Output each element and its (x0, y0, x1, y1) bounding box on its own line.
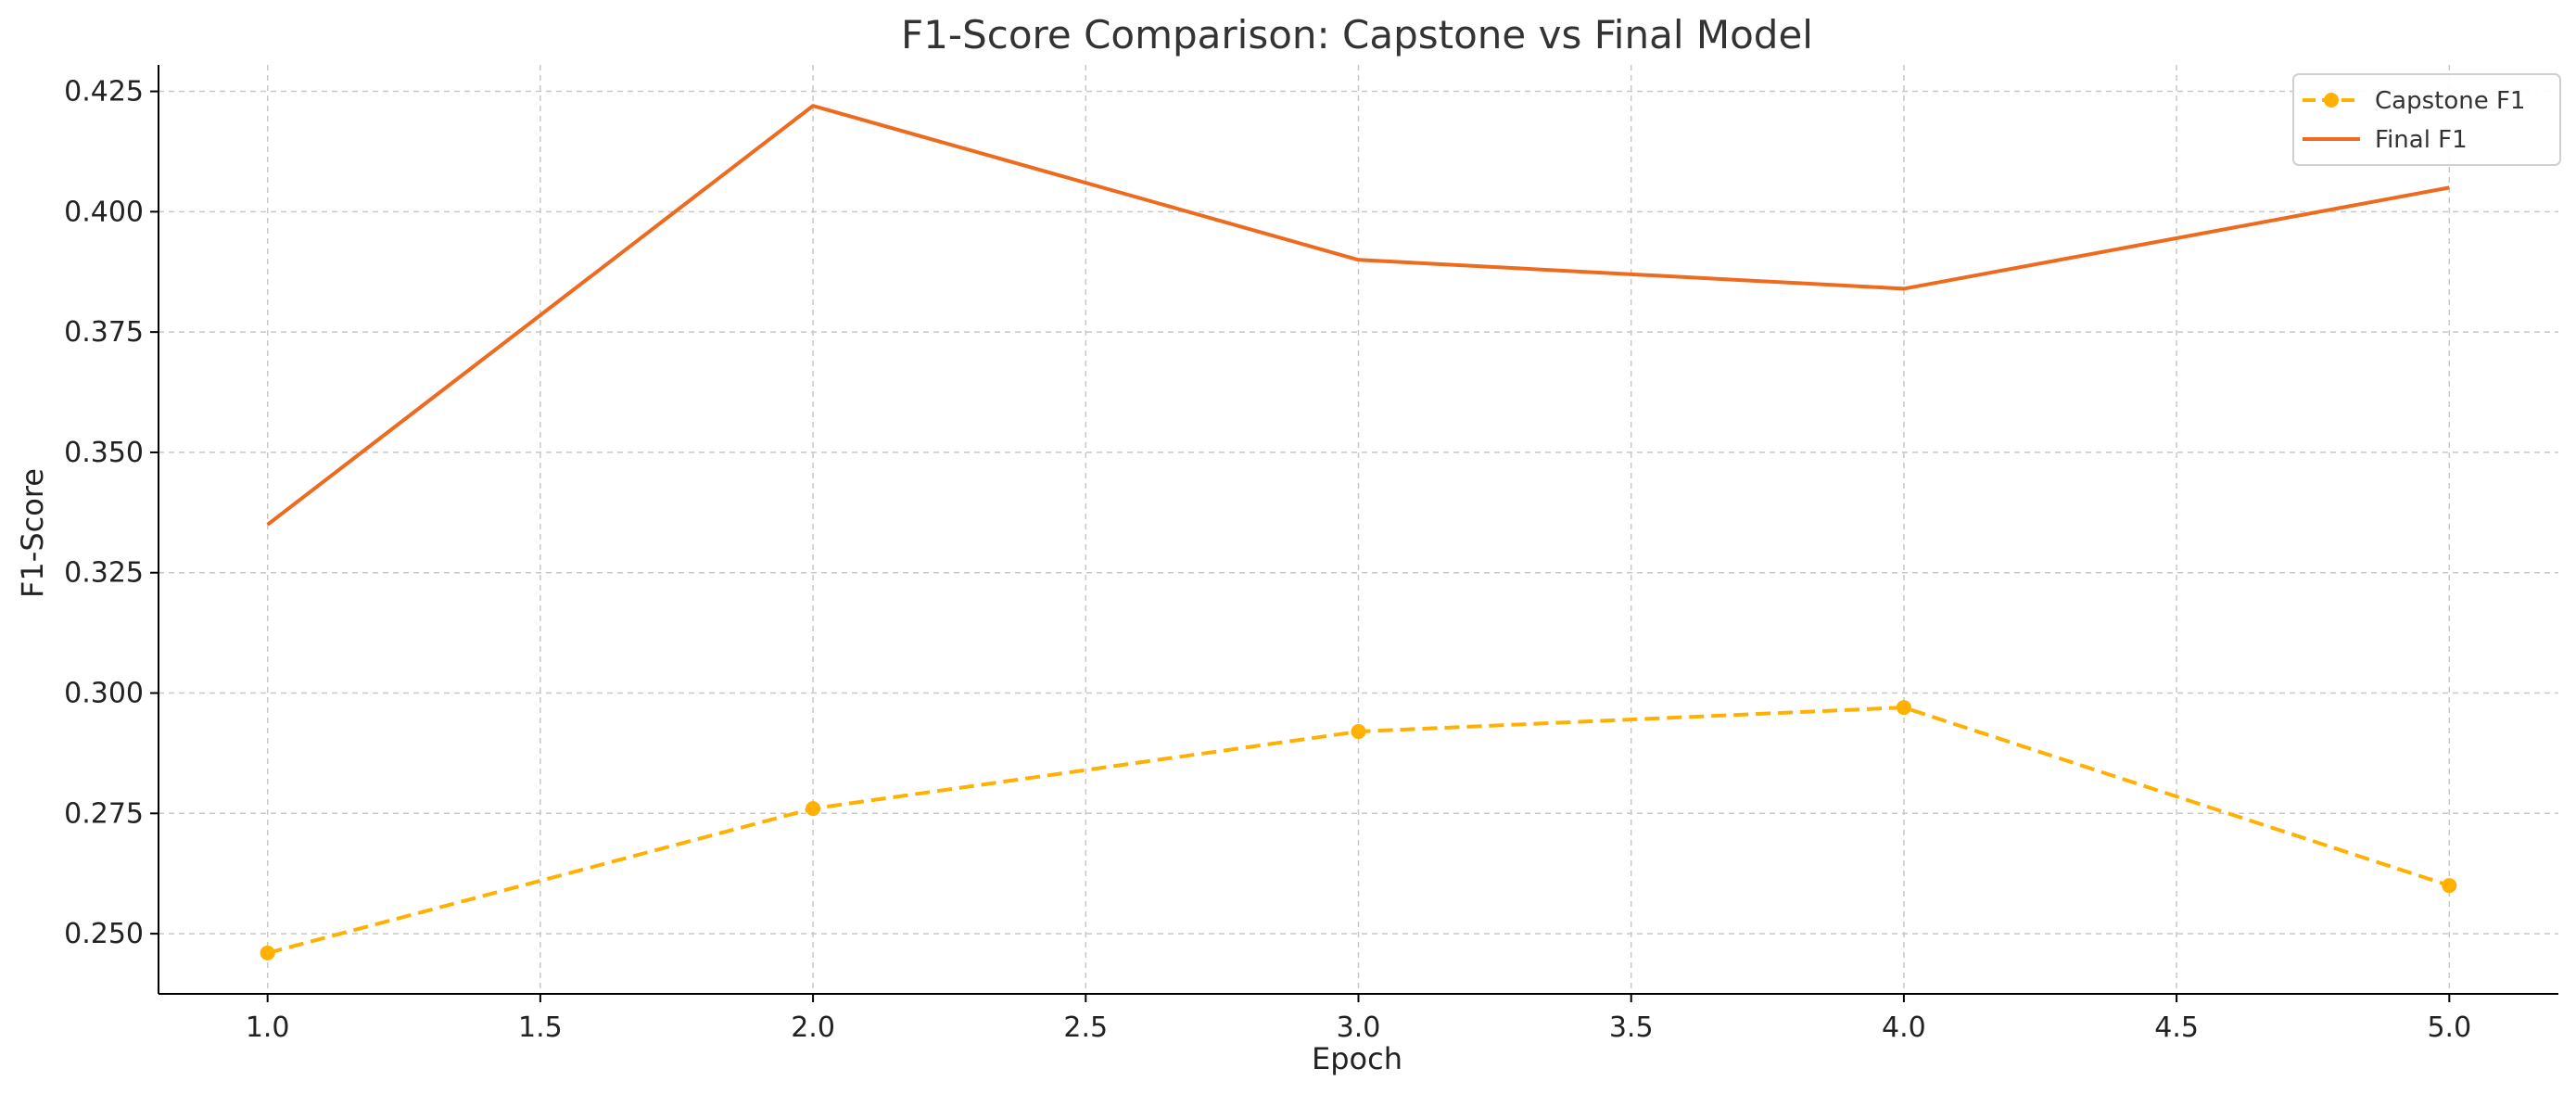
y-tick-label: 0.375 (64, 316, 144, 349)
x-tick-label: 4.5 (2154, 1011, 2199, 1044)
series-line-2 (266, 104, 2450, 527)
x-tick-label: 3.0 (1337, 1011, 1381, 1044)
legend-box (2292, 73, 2561, 166)
x-axis-label: Epoch (1312, 1041, 1402, 1076)
x-tick-label: 2.5 (1063, 1011, 1108, 1044)
y-tick-label: 0.325 (64, 557, 144, 590)
data-point (1351, 724, 1366, 740)
y-tick-label: 0.425 (64, 76, 144, 108)
data-point (806, 801, 821, 817)
x-tick-label: 4.0 (1882, 1011, 1926, 1044)
y-axis-label: F1-Score (15, 468, 50, 598)
y-tick-label: 0.400 (64, 196, 144, 228)
chart-title: F1-Score Comparison: Capstone vs Final M… (901, 12, 1813, 57)
data-point (2442, 878, 2457, 894)
grid (159, 65, 2558, 994)
y-tick-label: 0.250 (64, 918, 144, 950)
y-tick-label: 0.350 (64, 437, 144, 469)
legend-label: Final F1 (2375, 126, 2468, 154)
x-tick-label: 1.0 (246, 1011, 290, 1044)
x-tick-label: 3.5 (1609, 1011, 1654, 1044)
legend: Capstone F1 Final F1 (2292, 73, 2561, 166)
legend-marker (2324, 93, 2339, 108)
axes: 1.0 1.5 2.0 2.5 3.0 3.5 4.0 4.5 5.0 0.250 0.275 0.3… (64, 65, 2558, 1044)
y-tick-label: 0.275 (64, 797, 144, 830)
x-tick-label: 2.0 (791, 1011, 835, 1044)
data-point (260, 945, 275, 960)
x-tick-label: 5.0 (2427, 1011, 2471, 1044)
series-layer (260, 104, 2457, 960)
x-tick-label: 1.5 (518, 1011, 563, 1044)
data-point (1896, 700, 1911, 716)
y-tick-label: 0.300 (64, 678, 144, 710)
legend-label: Capstone F1 (2375, 87, 2525, 115)
